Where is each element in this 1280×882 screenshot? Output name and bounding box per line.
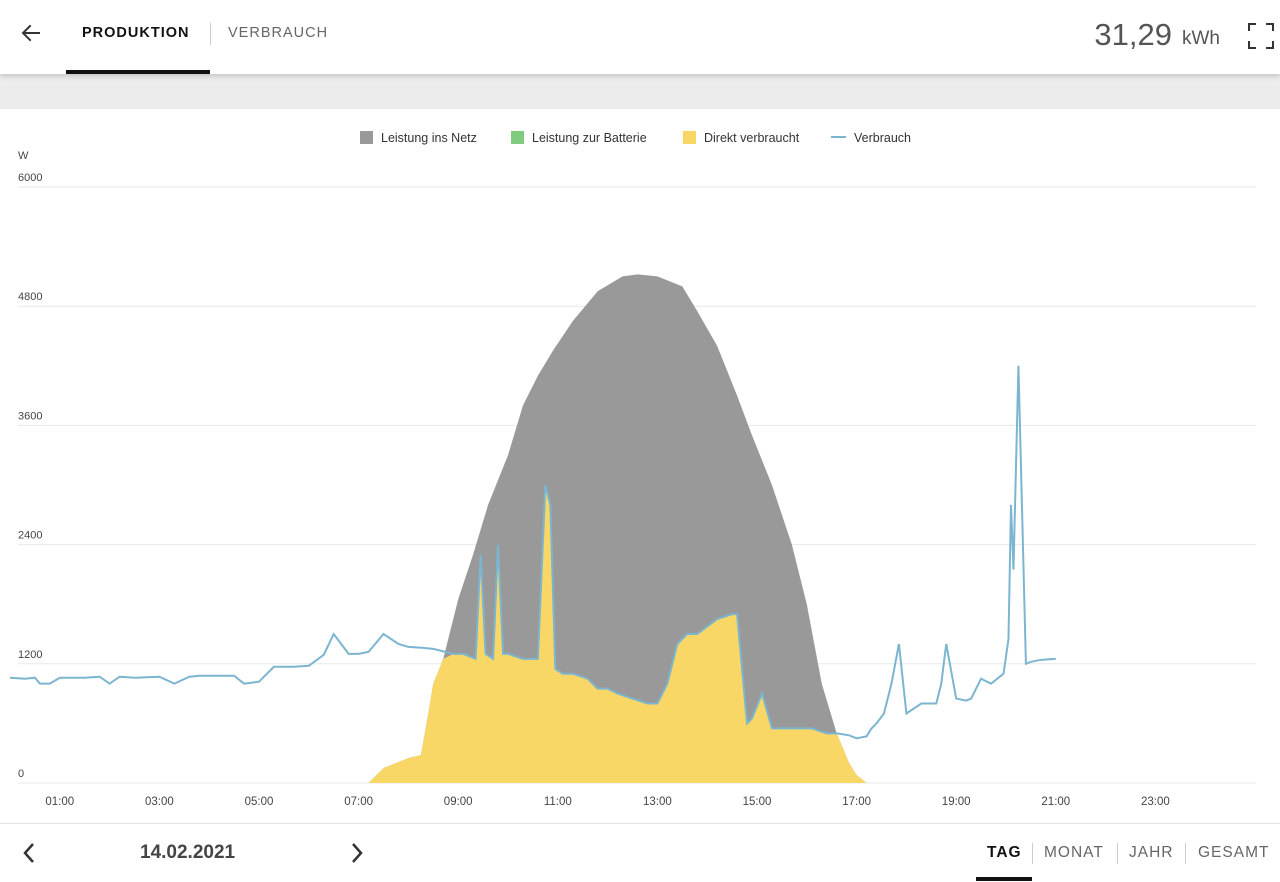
period-monat[interactable]: MONAT	[1044, 844, 1104, 861]
x-tick-label: 23:00	[1141, 796, 1170, 808]
x-tick-label: 05:00	[245, 796, 274, 808]
y-tick-label: 6000	[18, 172, 42, 184]
legend-swatch	[683, 131, 696, 144]
period-divider	[1185, 843, 1186, 864]
toolbar-band	[0, 74, 1280, 109]
bottom-bar: 14.02.2021 TAG MONAT JAHR GESAMT	[0, 823, 1280, 882]
y-tick-label: 1200	[18, 649, 42, 661]
line-verbrauch	[9, 365, 1056, 740]
period-tag[interactable]: TAG	[987, 844, 1022, 861]
legend-label: Direkt verbraucht	[704, 131, 800, 145]
legend-label: Verbrauch	[854, 131, 911, 145]
legend-label: Leistung ins Netz	[381, 131, 477, 145]
chevron-left-icon	[23, 843, 34, 863]
period-jahr[interactable]: JAHR	[1129, 844, 1174, 861]
y-axis-unit: W	[18, 150, 29, 162]
fullscreen-button[interactable]	[1247, 22, 1275, 50]
total-energy-unit: kWh	[1182, 28, 1220, 49]
x-tick-label: 17:00	[842, 796, 871, 808]
y-tick-label: 4800	[18, 291, 42, 303]
x-tick-label: 03:00	[145, 796, 174, 808]
chart-svg: 0 1200 2400 3600 4800 6000 W 01:00 03:00 05:00 07:…	[9, 131, 1256, 808]
x-tick-label: 19:00	[942, 796, 971, 808]
x-tick-label: 09:00	[444, 796, 473, 808]
active-tab-indicator	[66, 70, 210, 74]
total-energy-value: 31,29	[1094, 17, 1172, 52]
back-button[interactable]	[18, 20, 44, 46]
area-direkt-verbraucht	[368, 485, 867, 783]
fullscreen-icon	[1248, 23, 1274, 49]
tab-produktion[interactable]: PRODUKTION	[82, 25, 190, 41]
legend-label: Leistung zur Batterie	[532, 131, 647, 145]
current-date[interactable]: 14.02.2021	[140, 842, 236, 863]
y-tick-label: 2400	[18, 530, 42, 542]
tab-verbrauch[interactable]: VERBRAUCH	[228, 25, 329, 41]
top-bar: PRODUKTION VERBRAUCH 31,29 kWh	[0, 0, 1280, 74]
x-tick-label: 21:00	[1041, 796, 1070, 808]
previous-day-button[interactable]	[18, 840, 42, 866]
arrow-left-icon	[21, 24, 40, 42]
y-tick-label: 3600	[18, 410, 42, 422]
x-tick-label: 13:00	[643, 796, 672, 808]
energy-chart: 0 1200 2400 3600 4800 6000 W 01:00 03:00 05:00 07:…	[0, 109, 1280, 823]
x-tick-label: 01:00	[45, 796, 74, 808]
tab-divider	[210, 23, 211, 45]
x-tick-label: 15:00	[743, 796, 772, 808]
legend-swatch	[511, 131, 524, 144]
period-gesamt[interactable]: GESAMT	[1198, 844, 1270, 861]
next-day-button[interactable]	[344, 840, 368, 866]
period-divider	[1117, 843, 1118, 864]
period-divider	[1032, 843, 1033, 864]
chevron-right-icon	[352, 843, 363, 863]
y-tick-label: 0	[18, 768, 24, 780]
legend-swatch	[360, 131, 373, 144]
x-tick-label: 11:00	[544, 796, 572, 808]
active-period-indicator	[976, 877, 1032, 881]
x-tick-label: 07:00	[344, 796, 373, 808]
